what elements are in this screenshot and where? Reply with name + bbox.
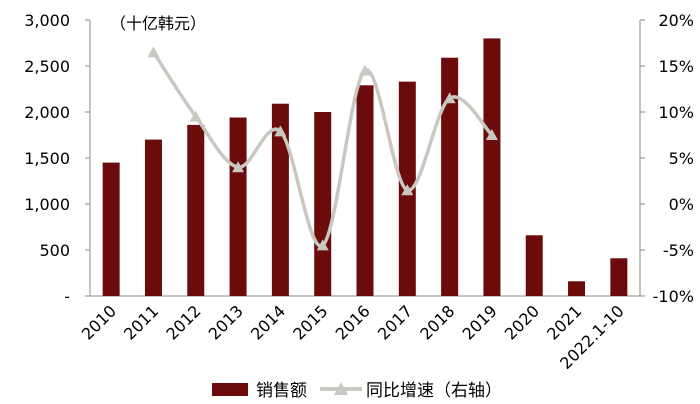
left-tick-label: 500 [39,241,70,260]
left-axis-ticks: - 500 1,000 1,500 2,000 2,500 3,000 [24,11,90,306]
right-tick-label: -10% [653,287,694,306]
left-tick-label: 2,500 [24,57,70,76]
x-tick-label: 2015 [289,301,331,343]
right-tick-label: 10% [658,103,694,122]
bar [314,112,332,296]
x-tick-label: 2013 [205,301,247,343]
growth-line-series [147,46,498,251]
growth-marker [147,46,160,58]
bar [187,124,205,296]
bar [441,57,459,296]
growth-line [151,51,494,248]
bar [356,85,374,296]
left-tick-label: 1,000 [24,195,70,214]
growth-marker [443,92,456,104]
growth-marker [189,110,202,122]
growth-marker [232,161,245,173]
bar [144,139,162,296]
x-tick-label: 2017 [374,301,416,343]
bar [102,162,120,296]
bar [568,281,586,296]
x-tick-label: 2012 [162,301,204,343]
x-axis-ticks: 2010 2011 2012 2013 2014 2015 2016 2017 2018 2019… [78,301,628,373]
left-tick-label: 2,000 [24,103,70,122]
growth-marker [274,125,287,137]
bar [483,38,501,297]
x-tick-label: 2011 [120,301,162,343]
bar [229,117,247,297]
right-tick-label: 20% [658,11,694,30]
legend-swatch-growth-marker [334,382,348,395]
growth-marker [401,184,414,196]
right-tick-label: 15% [658,57,694,76]
right-axis-ticks: -10% -5% 0% 5% 10% 15% 20% [640,11,694,306]
x-tick-label: 2016 [332,301,374,343]
left-tick-label: 1,500 [24,149,70,168]
x-tick-label: 2019 [459,301,501,343]
x-tick-label: 2020 [501,301,543,343]
growth-marker [316,239,329,251]
legend-label-sales: 销售额 [256,381,307,401]
legend-label-growth: 同比增速（右轴） [366,381,502,401]
unit-label: （十亿韩元） [110,14,206,33]
right-tick-label: -5% [663,241,694,260]
bar [610,258,628,296]
right-tick-label: 5% [669,149,694,168]
growth-marker [359,64,371,76]
right-tick-label: 0% [669,195,694,214]
left-tick-label: 3,000 [24,11,70,30]
legend-swatch-sales [212,383,248,396]
x-tick-label: 2018 [416,301,458,343]
growth-marker [485,129,498,140]
x-tick-label: 2014 [247,301,289,343]
x-tick-label: 2010 [78,301,120,343]
legend: 销售额 同比增速（右轴） [212,381,502,401]
bar [271,103,289,296]
left-tick-label: - [64,287,70,306]
bar-series [102,38,628,297]
bar [525,235,543,296]
